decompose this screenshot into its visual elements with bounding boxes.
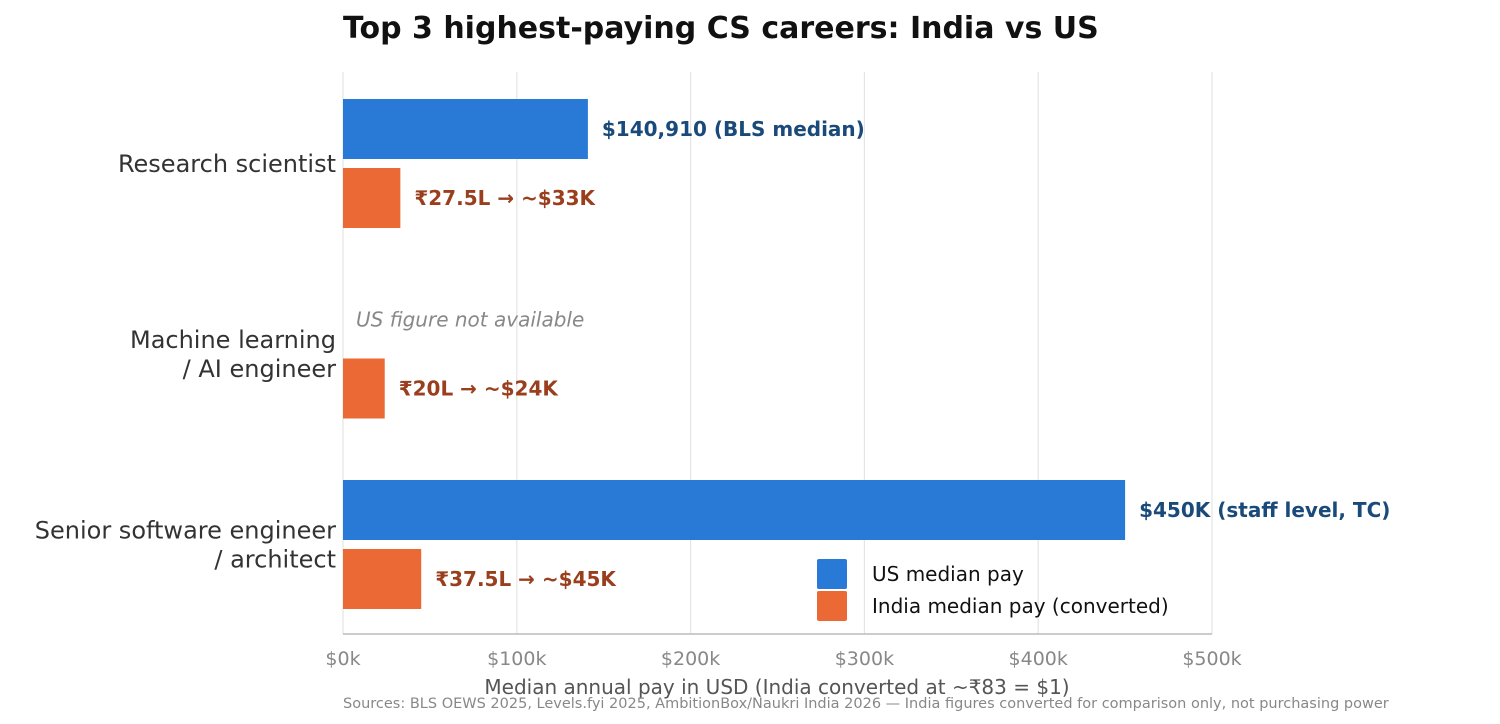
x-tick-label: $500k xyxy=(1182,648,1241,670)
india-bar xyxy=(343,549,422,609)
x-tick-label: $300k xyxy=(835,648,894,670)
source-note: Sources: BLS OEWS 2025, Levels.fyi 2025,… xyxy=(343,696,1389,712)
legend: US median pay India median pay (converted… xyxy=(817,559,1169,621)
india-bar xyxy=(343,358,385,419)
category-label: / AI engineer xyxy=(183,355,336,383)
category-label: Senior software engineer xyxy=(35,517,336,545)
x-tick-label: $100k xyxy=(487,648,546,670)
india-bar-label: ₹37.5L → ~$45K xyxy=(435,567,617,591)
us-bar xyxy=(343,480,1126,540)
us-bar xyxy=(343,99,588,159)
category-label: Research scientist xyxy=(118,150,336,178)
bar-labels: $140,910 (BLS median) US figure not avail… xyxy=(356,117,1390,591)
x-tick-labels: $0k $100k $200k $300k $400k $500k xyxy=(325,648,1241,670)
x-tick-label: $0k xyxy=(325,648,360,670)
x-tick-label: $400k xyxy=(1009,648,1068,670)
bars xyxy=(343,99,1126,609)
legend-label: India median pay (converted) xyxy=(872,594,1169,618)
category-label: Machine learning xyxy=(130,326,336,354)
x-tick-label: $200k xyxy=(661,648,720,670)
gridlines xyxy=(342,72,1213,634)
missing-value-note: US figure not available xyxy=(356,308,584,332)
us-bar-label: $450K (staff level, TC) xyxy=(1139,498,1390,522)
legend-swatch xyxy=(817,559,847,589)
chart-title: Top 3 highest-paying CS careers: India v… xyxy=(343,11,1099,46)
category-labels: Research scientist Machine learning/ AI e… xyxy=(35,150,336,574)
x-axis-label: Median annual pay in USD (India converte… xyxy=(484,675,1069,699)
india-bar xyxy=(343,168,401,228)
us-bar-label: $140,910 (BLS median) xyxy=(602,117,865,141)
legend-label: US median pay xyxy=(872,562,1024,586)
india-bar-label: ₹20L → ~$24K xyxy=(399,377,560,401)
category-label: / architect xyxy=(214,546,336,574)
india-bar-label: ₹27.5L → ~$33K xyxy=(414,186,596,210)
legend-swatch xyxy=(817,591,847,621)
